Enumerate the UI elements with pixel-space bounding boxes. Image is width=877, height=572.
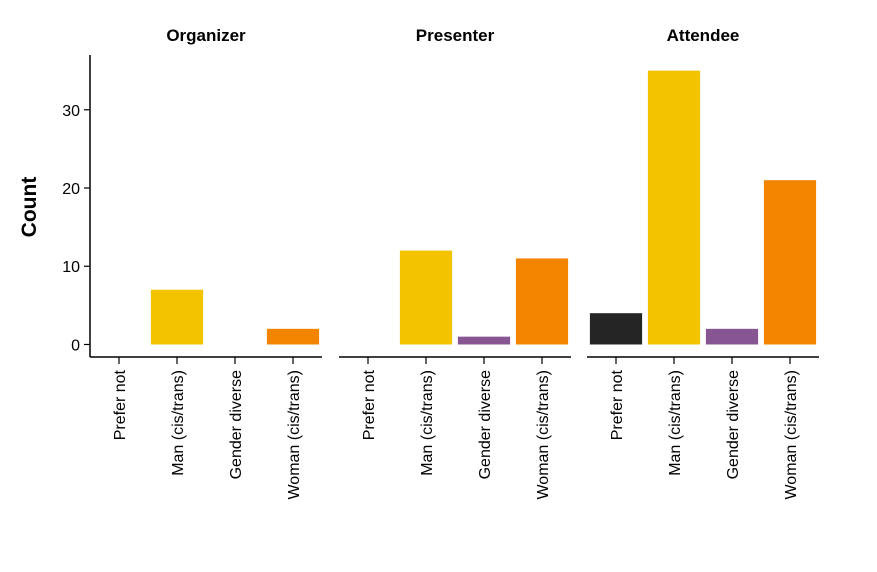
- y-tick-label-0: 0: [71, 337, 80, 354]
- x-tick-label-organizer-woman-cis-trans: Woman (cis/trans): [286, 370, 303, 500]
- bar-attendee-man-cis-trans: [647, 70, 701, 345]
- x-tick-label-presenter-prefer-not: Prefer not: [361, 369, 378, 440]
- x-tick-label-attendee-woman-cis-trans: Woman (cis/trans): [783, 370, 800, 500]
- y-axis-title: Count: [18, 177, 41, 238]
- x-tick-label-attendee-man-cis-trans: Man (cis/trans): [667, 370, 684, 476]
- bar-organizer-man-cis-trans: [150, 289, 204, 345]
- y-tick-label-30: 30: [62, 103, 80, 120]
- bar-presenter-gender-diverse: [457, 336, 511, 345]
- x-tick-label-organizer-prefer-not: Prefer not: [112, 369, 129, 440]
- x-tick-label-organizer-gender-diverse: Gender diverse: [228, 370, 245, 479]
- bar-presenter-man-cis-trans: [399, 250, 453, 345]
- y-tick-label-20: 20: [62, 181, 80, 198]
- bar-attendee-prefer-not: [589, 313, 643, 345]
- x-tick-label-presenter-woman-cis-trans: Woman (cis/trans): [535, 370, 552, 500]
- bar-attendee-gender-diverse: [705, 328, 759, 345]
- x-tick-label-presenter-man-cis-trans: Man (cis/trans): [419, 370, 436, 476]
- bar-organizer-woman-cis-trans: [266, 328, 320, 345]
- x-tick-label-organizer-man-cis-trans: Man (cis/trans): [170, 370, 187, 476]
- facet-title-attendee: Attendee: [667, 26, 740, 45]
- bar-presenter-woman-cis-trans: [515, 258, 569, 345]
- x-tick-label-attendee-prefer-not: Prefer not: [609, 369, 626, 440]
- facet-title-organizer: Organizer: [166, 26, 246, 45]
- x-tick-label-presenter-gender-diverse: Gender diverse: [477, 370, 494, 479]
- y-tick-label-10: 10: [62, 259, 80, 276]
- x-tick-label-attendee-gender-diverse: Gender diverse: [725, 370, 742, 479]
- facet-title-presenter: Presenter: [416, 26, 495, 45]
- bar-attendee-woman-cis-trans: [763, 180, 817, 345]
